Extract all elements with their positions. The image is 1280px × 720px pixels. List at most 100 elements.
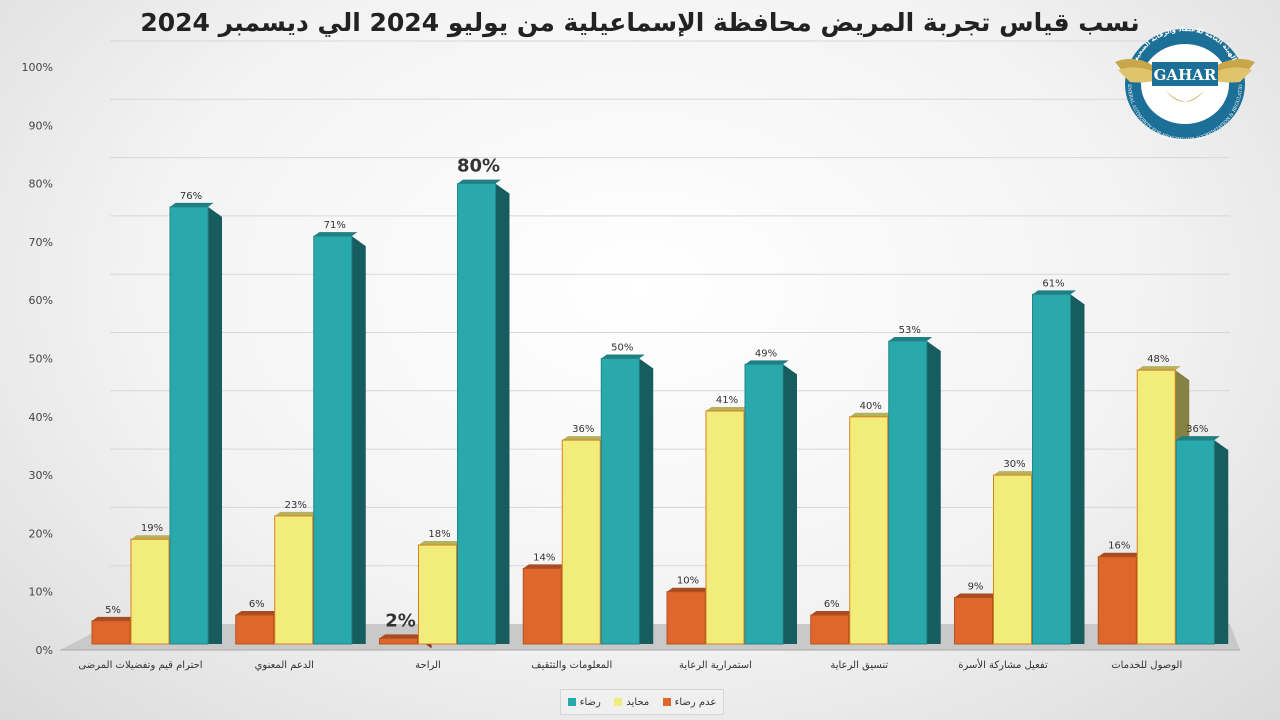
y-tick-label: 30% — [29, 469, 53, 482]
data-label: 80% — [457, 156, 500, 177]
bar-top-رضاء — [888, 337, 933, 342]
bar-محايد — [705, 410, 745, 645]
bar-محايد — [993, 474, 1032, 645]
bar-side-رضاء — [208, 206, 222, 645]
legend-swatch — [567, 698, 576, 706]
bar-محايد — [274, 515, 314, 645]
data-label: 49% — [755, 348, 777, 359]
bar-side-رضاء — [783, 364, 797, 644]
bar-top-محايد — [418, 541, 463, 546]
bar-side-رضاء — [639, 358, 654, 644]
x-tick-label: تنسيق الرعاية — [830, 660, 888, 671]
bar-top-رضاء — [170, 202, 214, 207]
y-tick-label: 50% — [29, 353, 53, 366]
bar-top-رضاء — [457, 179, 502, 184]
legend-swatch — [614, 698, 623, 706]
x-tick-label: تفعيل مشاركة الأسرة — [958, 658, 1048, 671]
data-label: 6% — [824, 599, 840, 610]
bar-عدم رضاء — [522, 567, 562, 645]
legend-item: عدم رضاء — [662, 696, 717, 708]
data-label: 48% — [1147, 354, 1169, 365]
bar-محايد — [561, 439, 601, 645]
bar-محايد — [1136, 369, 1176, 645]
data-label: 5% — [105, 605, 121, 616]
bar-top-محايد — [562, 436, 606, 441]
data-label: 61% — [1042, 278, 1064, 289]
data-label: 19% — [141, 523, 163, 534]
bar-side-رضاء — [351, 236, 366, 644]
y-tick-label: 100% — [22, 61, 53, 74]
bar-رضاء — [888, 340, 928, 645]
data-label: 10% — [677, 576, 699, 587]
bar-رضاء — [313, 235, 353, 645]
bar-side-رضاء — [926, 341, 941, 644]
bar-عدم رضاء — [810, 614, 850, 645]
data-label: 36% — [572, 424, 594, 435]
bar-top-رضاء — [745, 360, 789, 365]
bar-top-رضاء — [1176, 436, 1220, 441]
bar-عدم رضاء — [954, 597, 993, 645]
bar-top-عدم رضاء — [235, 611, 280, 616]
x-tick-label: المعلومات والتثقيف — [531, 660, 612, 671]
data-label: 53% — [899, 325, 921, 336]
data-label: 9% — [968, 582, 984, 593]
bar-عدم رضاء — [379, 637, 418, 645]
bar-رضاء — [744, 363, 784, 645]
legend-label: عدم رضاء — [674, 696, 717, 708]
data-label: 36% — [1186, 424, 1208, 435]
y-tick-label: 20% — [29, 527, 53, 540]
bar-top-عدم رضاء — [810, 611, 855, 616]
chart-legend: عدم رضاء محايد رضاء — [560, 689, 724, 715]
bar-محايد — [130, 538, 170, 645]
x-tick-label: الراحة — [415, 660, 441, 671]
data-label: 76% — [180, 191, 202, 202]
data-label: 50% — [611, 343, 633, 354]
bar-محايد — [849, 416, 889, 645]
data-label: 2% — [385, 610, 416, 631]
y-tick-label: 0% — [36, 644, 53, 657]
bar-top-عدم رضاء — [523, 564, 567, 569]
data-label: 16% — [1108, 541, 1130, 552]
bar-top-عدم رضاء — [92, 616, 136, 621]
bar-top-عدم رضاء — [1098, 552, 1142, 557]
bar-top-رضاء — [313, 232, 358, 237]
bar-عدم رضاء — [91, 620, 131, 645]
gahar-logo: GAHAR الهيئة العامة للاعتماد والرقابة ال… — [1110, 22, 1255, 140]
data-label: 71% — [324, 220, 346, 231]
legend-item: محايد — [614, 697, 649, 708]
y-tick-label: 60% — [29, 294, 53, 307]
data-label: 23% — [285, 500, 307, 511]
x-tick-label: استمرارية الرعاية — [679, 660, 752, 671]
bar-top-رضاء — [1032, 290, 1077, 295]
legend-item: رضاء — [567, 696, 601, 708]
bar-رضاء — [1032, 293, 1071, 645]
bar-side-رضاء — [495, 183, 510, 644]
data-label: 40% — [860, 401, 882, 412]
bar-رضاء — [1175, 439, 1215, 645]
x-tick-label: الوصول للخدمات — [1111, 660, 1182, 671]
bar-top-محايد — [131, 535, 175, 540]
data-label: 41% — [716, 395, 738, 406]
x-tick-label: احترام قيم وتفضيلات المرضى — [78, 660, 202, 671]
bar-top-عدم رضاء — [667, 587, 711, 592]
bar-top-محايد — [274, 511, 319, 516]
data-label: 18% — [428, 529, 450, 540]
legend-label: محايد — [626, 696, 650, 708]
bar-top-عدم رضاء — [379, 634, 424, 639]
bar-side-رضاء — [1214, 440, 1229, 644]
y-tick-label: 70% — [29, 236, 53, 249]
bar-رضاء — [600, 358, 640, 645]
bar-top-محايد — [993, 471, 1038, 476]
x-tick-label: الدعم المعنوي — [255, 660, 314, 671]
legend-swatch — [662, 698, 671, 706]
y-tick-label: 40% — [29, 411, 53, 424]
chart-title: نسب قياس تجربة المريض محافظة الإسماعيلية… — [140, 8, 1140, 37]
data-label: 6% — [249, 599, 265, 610]
y-tick-label: 90% — [29, 119, 53, 132]
bar-top-محايد — [1137, 366, 1181, 371]
logo-text: GAHAR — [1154, 66, 1217, 84]
legend-label: رضاء — [579, 696, 601, 708]
bar-محايد — [418, 544, 457, 645]
bar-side-رضاء — [1070, 294, 1085, 644]
